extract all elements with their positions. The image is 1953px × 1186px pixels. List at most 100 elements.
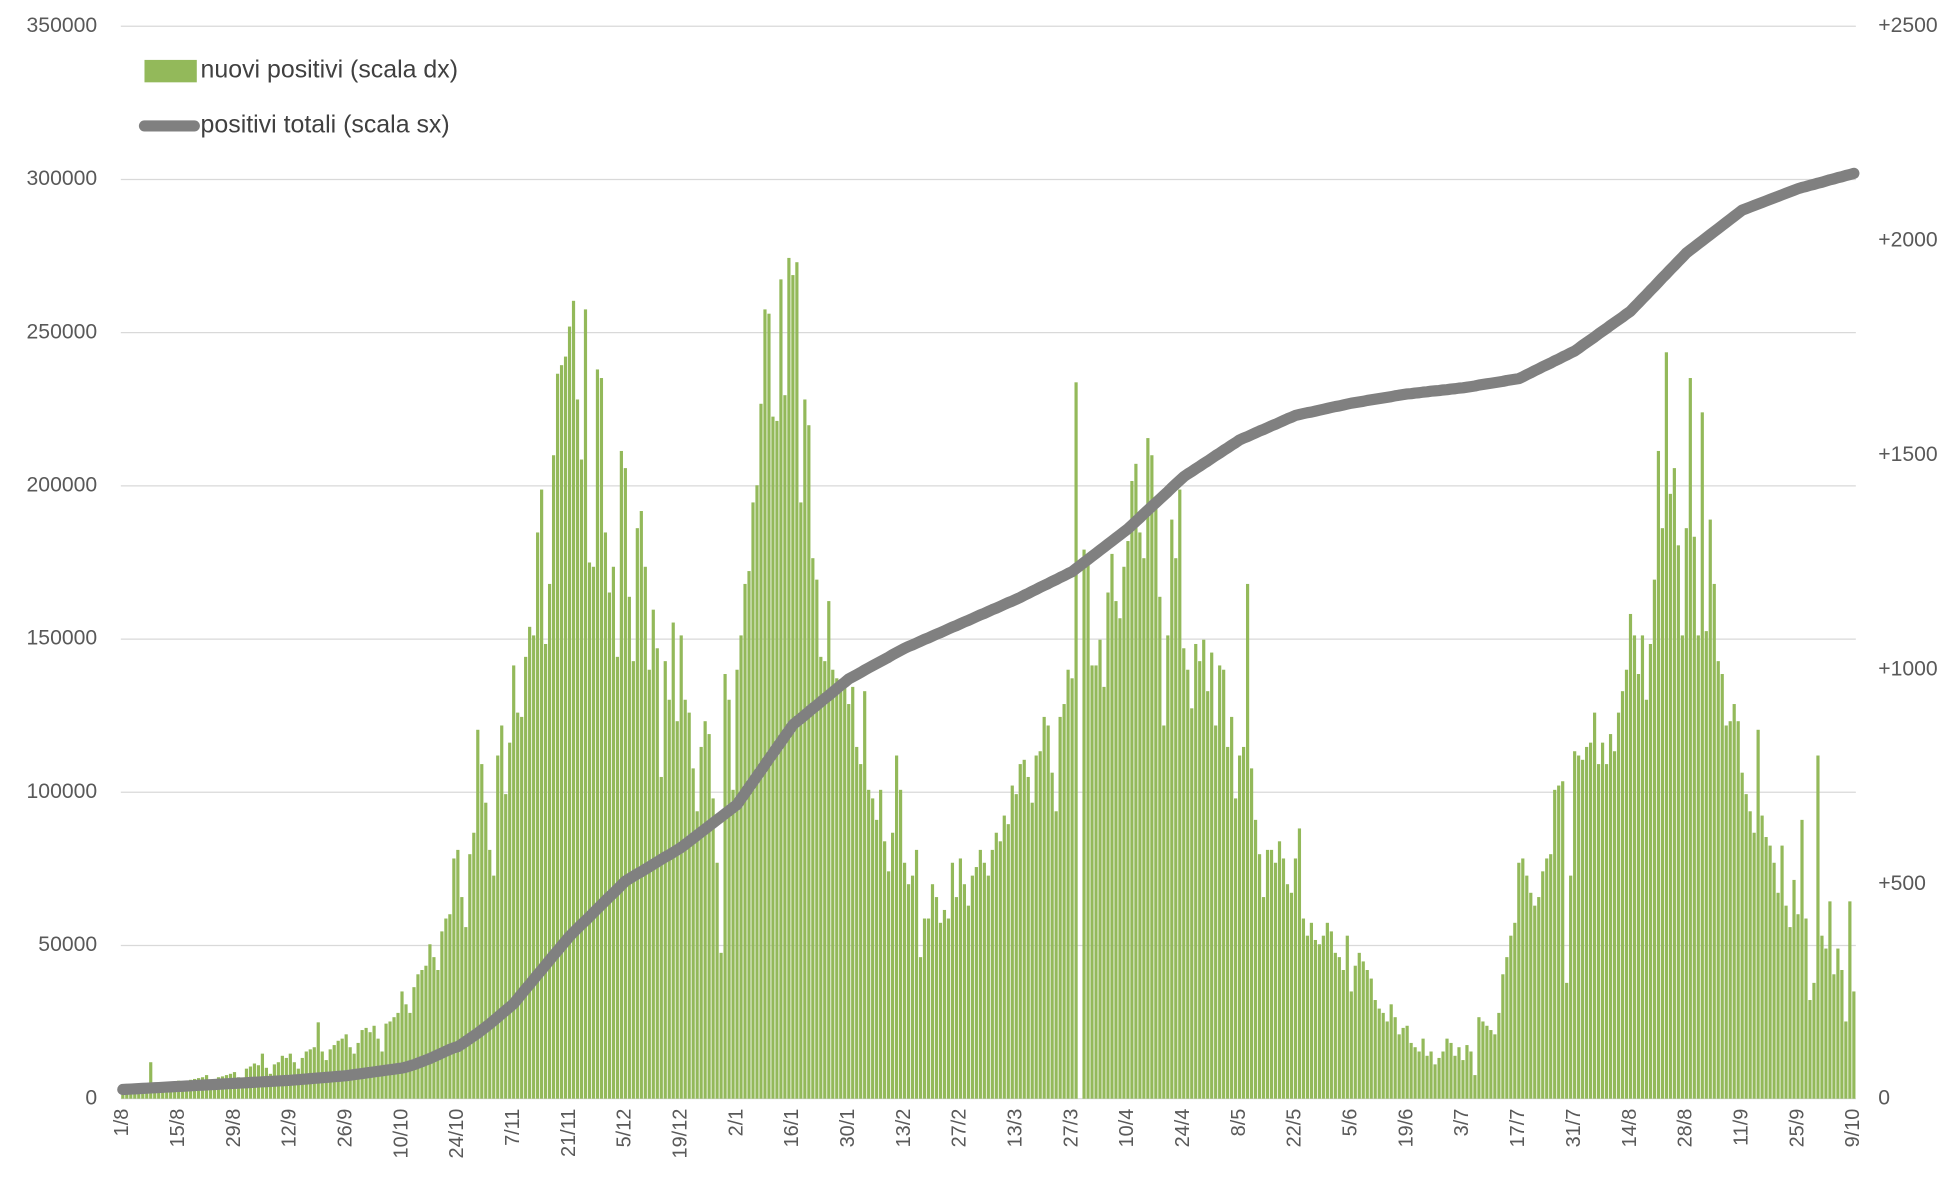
bar — [1297, 828, 1302, 1099]
x-tick-label: 16/1 — [781, 1109, 803, 1148]
bar — [827, 601, 831, 1099]
bar — [1222, 669, 1226, 1099]
bar — [1373, 1000, 1377, 1099]
bar — [1628, 613, 1633, 1099]
bar — [1289, 892, 1294, 1099]
y-tick-label: 300000 — [27, 167, 98, 190]
bar — [699, 746, 703, 1099]
bar — [851, 686, 855, 1099]
bar — [727, 699, 731, 1099]
x-tick-label: 3/7 — [1451, 1109, 1473, 1137]
legend-swatch — [144, 59, 197, 83]
bar — [815, 579, 819, 1099]
bar — [484, 802, 488, 1099]
bar — [1728, 721, 1732, 1099]
bar — [340, 1038, 344, 1099]
bar — [1030, 802, 1034, 1099]
bar — [1521, 858, 1525, 1099]
bar — [1010, 785, 1014, 1099]
x-tick-label: 7/11 — [502, 1109, 524, 1146]
grid — [120, 25, 1856, 1100]
x-tick-label: 28/8 — [1675, 1109, 1697, 1148]
bar — [551, 455, 556, 1099]
bar — [1261, 897, 1266, 1099]
bar — [1672, 468, 1676, 1099]
bar — [998, 841, 1002, 1099]
bar — [763, 309, 767, 1099]
bar — [1154, 506, 1158, 1099]
bar — [990, 849, 994, 1099]
bar — [922, 918, 927, 1099]
bar — [567, 326, 572, 1099]
bar — [1457, 1047, 1461, 1099]
bar — [400, 991, 404, 1099]
bar — [1796, 914, 1800, 1099]
bar — [675, 721, 679, 1099]
bar — [1253, 819, 1258, 1099]
bar — [388, 1021, 392, 1099]
line — [117, 167, 1860, 1096]
bar — [396, 1012, 400, 1099]
bar — [428, 944, 432, 1099]
bar — [504, 794, 508, 1099]
bar — [1429, 1051, 1433, 1099]
bar — [747, 571, 751, 1099]
bar — [1445, 1038, 1449, 1099]
bar — [687, 712, 691, 1099]
bar — [1593, 712, 1597, 1099]
bar — [1281, 858, 1286, 1099]
y2-tick-label: +2000 — [1878, 228, 1937, 251]
bar — [1852, 991, 1856, 1099]
bar — [1600, 742, 1605, 1099]
bar — [1365, 969, 1369, 1099]
bar — [1094, 665, 1098, 1099]
bar — [1066, 669, 1070, 1099]
bar — [914, 849, 919, 1099]
bar — [883, 841, 887, 1099]
bar — [1461, 1060, 1465, 1099]
bar — [1481, 1021, 1485, 1099]
bar — [751, 502, 755, 1099]
bar — [1425, 1055, 1429, 1099]
bar — [1174, 558, 1178, 1099]
bar — [1553, 789, 1557, 1099]
bar — [547, 583, 552, 1099]
bar — [783, 395, 787, 1099]
bar — [492, 875, 496, 1099]
bar — [149, 1062, 153, 1099]
bar — [623, 468, 627, 1099]
bar — [384, 1023, 388, 1099]
bar — [129, 1090, 133, 1099]
bar — [464, 927, 468, 1099]
bar — [1473, 1075, 1477, 1099]
bar — [695, 811, 699, 1099]
y2-tick-label: +1500 — [1878, 443, 1937, 466]
bar — [1293, 858, 1298, 1099]
bar — [1684, 528, 1688, 1099]
legend-label: positivi totali (scala sx) — [201, 111, 450, 139]
bar — [1106, 592, 1110, 1099]
bar — [544, 643, 548, 1099]
bar — [1046, 725, 1050, 1099]
bar — [1577, 755, 1581, 1099]
bar — [1377, 1008, 1381, 1099]
bar — [444, 918, 448, 1099]
bar — [982, 862, 986, 1099]
bar — [743, 583, 747, 1099]
bar — [607, 592, 612, 1099]
bar — [966, 905, 970, 1099]
bar — [1357, 952, 1361, 1099]
bar — [1788, 927, 1792, 1099]
bar — [819, 656, 823, 1099]
bar — [1026, 776, 1030, 1099]
bar — [1513, 922, 1517, 1099]
bar — [448, 914, 452, 1099]
bar — [643, 566, 647, 1099]
bar — [1525, 875, 1529, 1099]
bar — [1784, 905, 1788, 1099]
bar — [811, 558, 815, 1099]
bar — [639, 511, 643, 1099]
bar — [1265, 849, 1270, 1099]
x-tick-label: 31/7 — [1563, 1109, 1585, 1148]
bar — [1569, 875, 1573, 1099]
